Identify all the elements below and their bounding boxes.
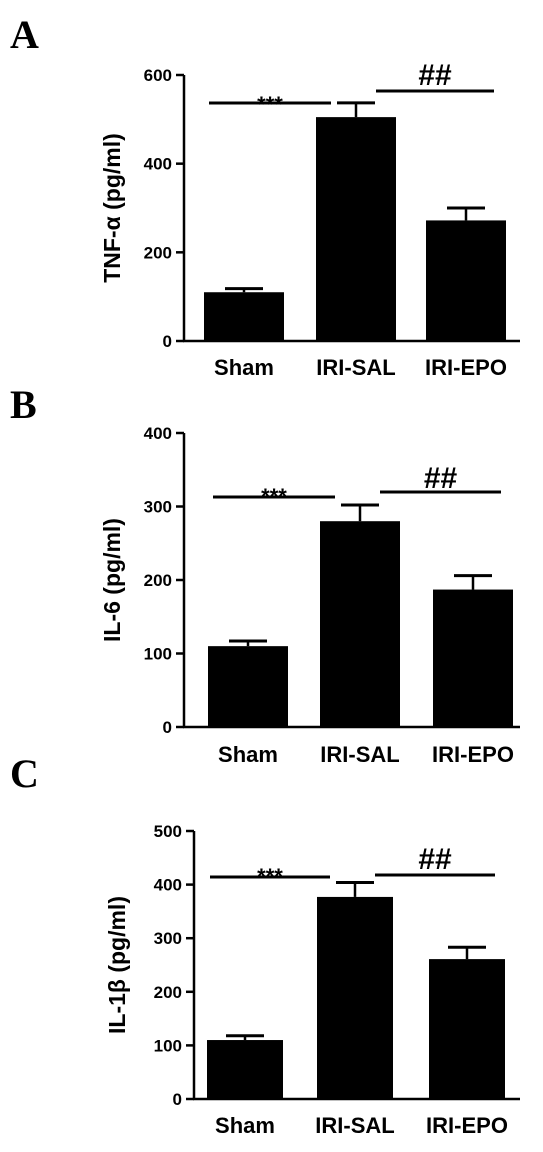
bar-iri-epo: [426, 220, 506, 341]
x-category-label: IRI-EPO: [426, 1113, 508, 1138]
panel-letter: C: [10, 751, 39, 796]
y-tick-label: 100: [144, 645, 172, 664]
x-category-label: Sham: [215, 1113, 275, 1138]
y-tick-label: 300: [154, 929, 182, 948]
y-tick-label: 400: [144, 424, 172, 443]
significance-hash: ##: [418, 843, 452, 876]
bar-iri-epo: [433, 589, 513, 727]
y-tick-label: 600: [144, 66, 172, 85]
y-tick-label: 200: [154, 983, 182, 1002]
significance-stars: ***: [257, 92, 283, 117]
significance-hash: ##: [424, 462, 458, 495]
bar-sham: [204, 292, 284, 341]
bar-iri-epo: [429, 959, 505, 1099]
x-category-label: Sham: [214, 355, 274, 380]
y-axis-title: IL-1β (pg/ml): [104, 896, 130, 1034]
x-category-label: IRI-SAL: [315, 1113, 394, 1138]
x-category-label: IRI-SAL: [320, 742, 399, 767]
y-tick-label: 500: [154, 822, 182, 841]
y-axis-title: IL-6 (pg/ml): [99, 518, 125, 642]
significance-stars: ***: [257, 864, 283, 889]
y-tick-label: 0: [173, 1090, 182, 1109]
y-tick-label: 400: [154, 876, 182, 895]
bar-iri-sal: [317, 896, 393, 1099]
significance-stars: ***: [261, 484, 287, 509]
panel-letter: B: [10, 382, 37, 427]
y-tick-label: 0: [163, 332, 172, 351]
y-tick-label: 200: [144, 243, 172, 262]
y-axis-title: TNF-α (pg/ml): [99, 133, 125, 283]
y-tick-label: 200: [144, 571, 172, 590]
y-tick-label: 400: [144, 155, 172, 174]
x-category-label: IRI-EPO: [425, 355, 507, 380]
y-tick-label: 300: [144, 498, 172, 517]
chart-panel-a: A 0 200 400 600 TNF-α (pg/ml) Sham IRI-SAL IRI-E…: [10, 12, 520, 380]
x-category-label: Sham: [218, 742, 278, 767]
x-category-label: IRI-EPO: [432, 742, 514, 767]
bar-sham: [207, 1040, 283, 1099]
chart-panel-c: C 0 100 200 300 400 500 IL-1β (pg/ml) Sham IRI-SA…: [10, 751, 520, 1138]
bar-iri-sal: [320, 521, 400, 727]
y-tick-label: 100: [154, 1036, 182, 1055]
significance-hash: ##: [418, 59, 452, 92]
bar-sham: [208, 646, 288, 727]
y-tick-label: 0: [163, 718, 172, 737]
bar-iri-sal: [316, 117, 396, 341]
x-category-label: IRI-SAL: [316, 355, 395, 380]
panel-letter: A: [10, 12, 39, 57]
chart-panel-b: B 0 100 200 300 400 IL-6 (pg/ml) Sham IRI-SAL IRI…: [10, 382, 520, 767]
